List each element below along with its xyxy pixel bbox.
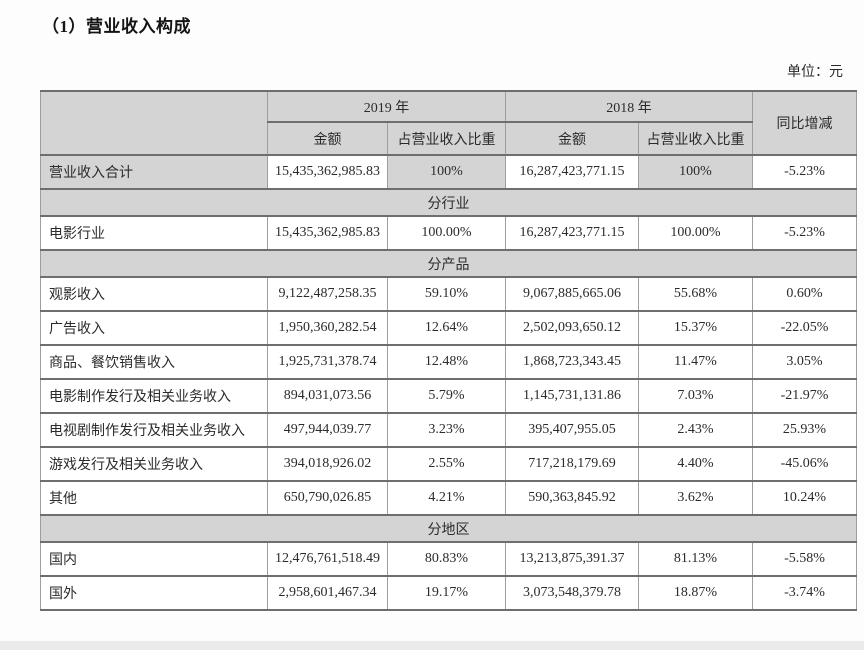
pct-2018: 81.13%: [638, 541, 753, 577]
amount-2019: 650,790,026.85: [267, 480, 388, 516]
amount-2018: 590,363,845.92: [505, 480, 639, 516]
amount-2018: 1,868,723,343.45: [505, 344, 639, 380]
section-label: 分产品: [40, 249, 857, 278]
row-label: 广告收入: [40, 310, 268, 346]
header-pct-2018: 占营业收入比重: [638, 121, 753, 156]
pct-2018: 100%: [638, 154, 753, 190]
table-row: 商品、餐饮销售收入 1,925,731,378.74 12.48% 1,868,723…: [40, 344, 857, 380]
pct-2018: 3.62%: [638, 480, 753, 516]
pct-2019: 59.10%: [387, 276, 506, 312]
unit-label: 单位：元: [787, 65, 843, 80]
pct-2018: 55.68%: [638, 276, 753, 312]
amount-2019: 394,018,926.02: [267, 446, 388, 482]
row-label: 国外: [40, 575, 268, 611]
section-row: 分产品: [40, 249, 857, 278]
amount-2019: 1,950,360,282.54: [267, 310, 388, 346]
amount-2018: 395,407,955.05: [505, 412, 639, 448]
yoy-change: 10.24%: [752, 480, 857, 516]
header-year-row: 2019 年 2018 年 同比增减: [40, 90, 857, 156]
header-year-2018: 2018 年: [505, 90, 753, 123]
yoy-change: 0.60%: [752, 276, 857, 312]
section-row: 分行业: [40, 188, 857, 217]
pct-2018: 2.43%: [638, 412, 753, 448]
amount-2018: 1,145,731,131.86: [505, 378, 639, 414]
table-row: 营业收入合计 15,435,362,985.83 100% 16,287,423,77…: [40, 154, 857, 190]
row-label: 营业收入合计: [40, 154, 268, 190]
pct-2019: 100%: [387, 154, 506, 190]
table-header: 2019 年 2018 年 同比增减 金额 占营业收入比重 金额 占营业收入比重: [40, 90, 857, 156]
row-label: 其他: [40, 480, 268, 516]
pct-2019: 100.00%: [387, 215, 506, 251]
amount-2019: 9,122,487,258.35: [267, 276, 388, 312]
table-row: 国外 2,958,601,467.34 19.17% 3,073,548,379.78…: [40, 575, 857, 611]
amount-2018: 13,213,875,391.37: [505, 541, 639, 577]
header-amount-2019: 金额: [267, 121, 388, 156]
yoy-change: -5.23%: [752, 154, 857, 190]
pct-2019: 5.79%: [387, 378, 506, 414]
header-pct-2019: 占营业收入比重: [387, 121, 506, 156]
section-row: 分地区: [40, 514, 857, 543]
amount-2019: 15,435,362,985.83: [267, 215, 388, 251]
header-empty-cell: [40, 90, 268, 156]
row-label: 观影收入: [40, 276, 268, 312]
header-yoy-change: 同比增减: [752, 90, 857, 156]
pct-2019: 4.21%: [387, 480, 506, 516]
yoy-change: 25.93%: [752, 412, 857, 448]
page-title: （1）营业收入构成: [42, 17, 191, 36]
pct-2019: 2.55%: [387, 446, 506, 482]
header-year-2019: 2019 年: [267, 90, 506, 123]
row-label: 国内: [40, 541, 268, 577]
header-amount-2018: 金额: [505, 121, 639, 156]
amount-2019: 12,476,761,518.49: [267, 541, 388, 577]
amount-2019: 894,031,073.56: [267, 378, 388, 414]
table-row: 电影制作发行及相关业务收入 894,031,073.56 5.79% 1,145,73…: [40, 378, 857, 414]
table-row: 电视剧制作发行及相关业务收入 497,944,039.77 3.23% 395,407…: [40, 412, 857, 448]
amount-2019: 2,958,601,467.34: [267, 575, 388, 611]
pct-2019: 80.83%: [387, 541, 506, 577]
yoy-change: 3.05%: [752, 344, 857, 380]
amount-2019: 497,944,039.77: [267, 412, 388, 448]
pct-2018: 7.03%: [638, 378, 753, 414]
amount-2018: 3,073,548,379.78: [505, 575, 639, 611]
row-label: 电影制作发行及相关业务收入: [40, 378, 268, 414]
table-row: 游戏发行及相关业务收入 394,018,926.02 2.55% 717,218,17…: [40, 446, 857, 482]
yoy-change: -22.05%: [752, 310, 857, 346]
row-label: 电影行业: [40, 215, 268, 251]
row-label: 电视剧制作发行及相关业务收入: [40, 412, 268, 448]
amount-2018: 717,218,179.69: [505, 446, 639, 482]
revenue-composition-table: 2019 年 2018 年 同比增减 金额 占营业收入比重 金额 占营业收入比重…: [40, 90, 857, 611]
pct-2019: 12.48%: [387, 344, 506, 380]
yoy-change: -45.06%: [752, 446, 857, 482]
pct-2018: 15.37%: [638, 310, 753, 346]
row-label: 商品、餐饮销售收入: [40, 344, 268, 380]
amount-2019: 15,435,362,985.83: [267, 154, 388, 190]
row-label: 游戏发行及相关业务收入: [40, 446, 268, 482]
yoy-change: -3.74%: [752, 575, 857, 611]
table-row: 观影收入 9,122,487,258.35 59.10% 9,067,885,665.…: [40, 276, 857, 312]
table-row: 广告收入 1,950,360,282.54 12.64% 2,502,093,650.…: [40, 310, 857, 346]
pct-2018: 18.87%: [638, 575, 753, 611]
yoy-change: -21.97%: [752, 378, 857, 414]
pct-2019: 19.17%: [387, 575, 506, 611]
pct-2018: 11.47%: [638, 344, 753, 380]
page-bottom-edge: [0, 641, 864, 650]
pct-2019: 3.23%: [387, 412, 506, 448]
amount-2018: 16,287,423,771.15: [505, 215, 639, 251]
pct-2018: 4.40%: [638, 446, 753, 482]
amount-2018: 16,287,423,771.15: [505, 154, 639, 190]
table-row: 电影行业 15,435,362,985.83 100.00% 16,287,423,7…: [40, 215, 857, 251]
yoy-change: -5.23%: [752, 215, 857, 251]
amount-2018: 9,067,885,665.06: [505, 276, 639, 312]
yoy-change: -5.58%: [752, 541, 857, 577]
section-label: 分行业: [40, 188, 857, 217]
amount-2018: 2,502,093,650.12: [505, 310, 639, 346]
section-label: 分地区: [40, 514, 857, 543]
table-row: 国内 12,476,761,518.49 80.83% 13,213,875,391.…: [40, 541, 857, 577]
pct-2019: 12.64%: [387, 310, 506, 346]
table-body: 营业收入合计 15,435,362,985.83 100% 16,287,423,77…: [40, 154, 857, 611]
header-sub-row: 金额 占营业收入比重 金额 占营业收入比重: [41, 121, 857, 156]
table-row: 其他 650,790,026.85 4.21% 590,363,845.92 3.62%…: [40, 480, 857, 516]
pct-2018: 100.00%: [638, 215, 753, 251]
amount-2019: 1,925,731,378.74: [267, 344, 388, 380]
